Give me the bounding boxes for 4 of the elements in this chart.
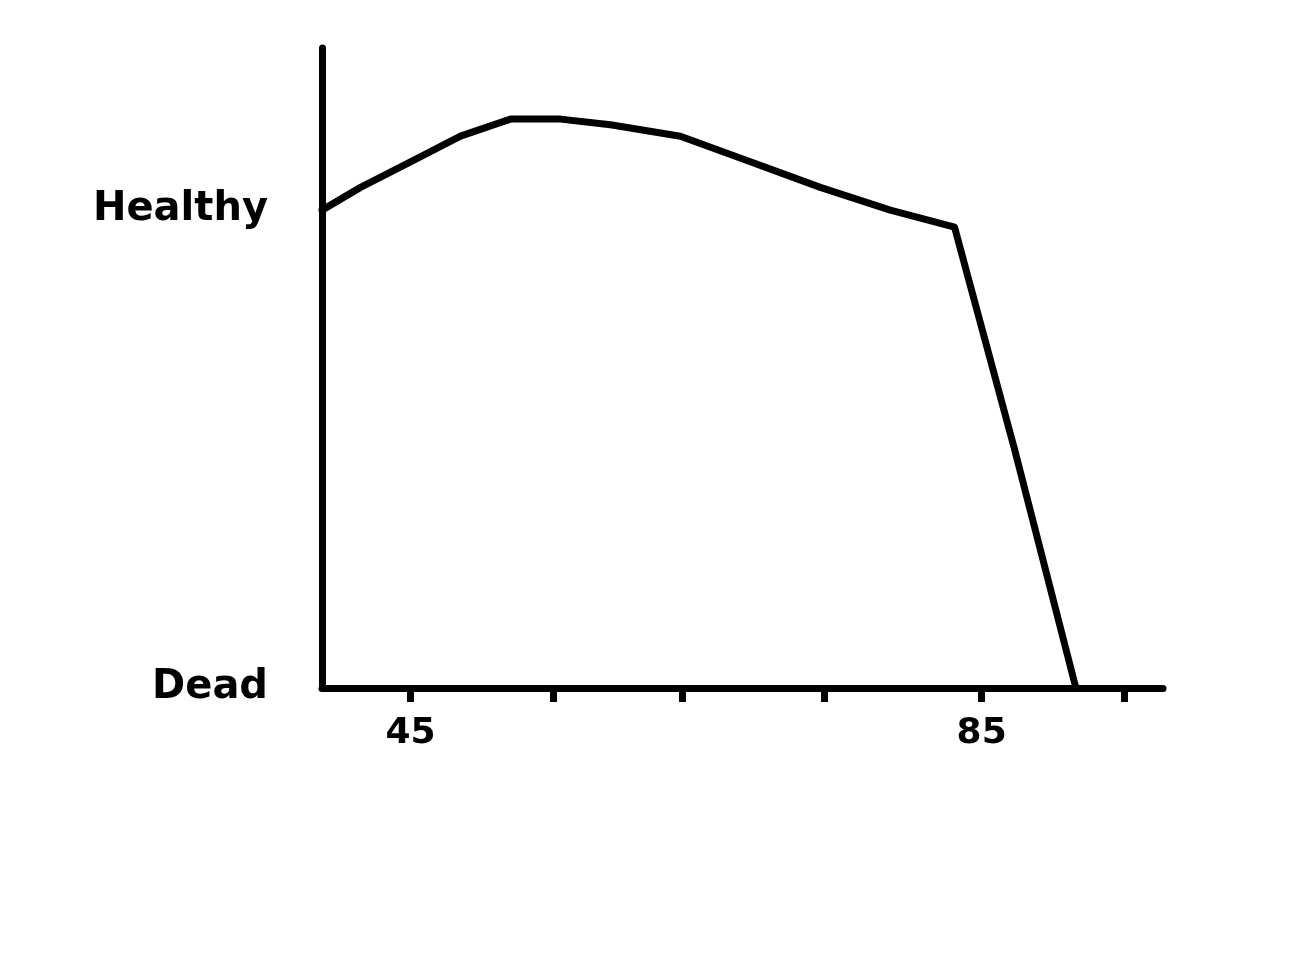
text: Healthy [93, 183, 268, 230]
text: Dead [152, 661, 269, 707]
x-tick-label: 85 [956, 709, 1007, 751]
x-tick-label: 45 [385, 709, 436, 751]
